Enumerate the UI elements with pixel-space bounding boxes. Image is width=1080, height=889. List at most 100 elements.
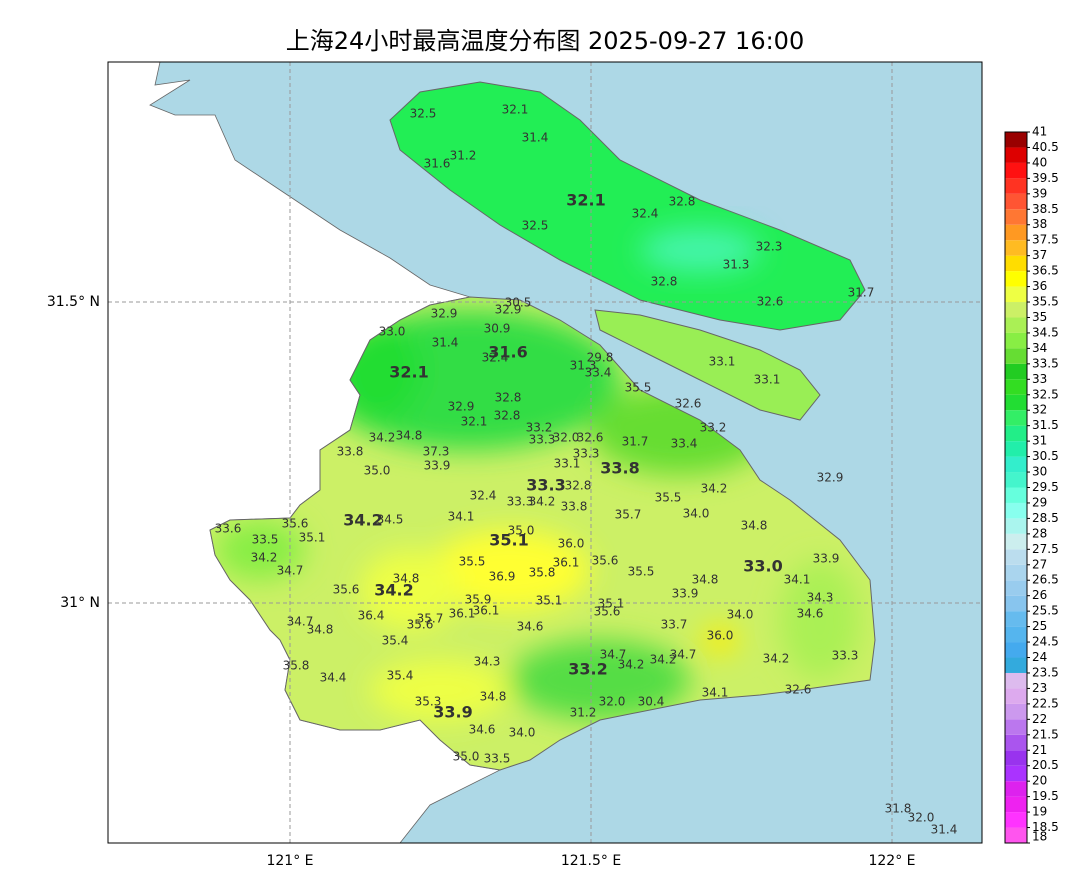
station-value: 34.6 bbox=[797, 607, 824, 621]
station-value: 32.6 bbox=[577, 431, 604, 445]
colorbar-swatch bbox=[1005, 147, 1027, 163]
colorbar-swatch bbox=[1005, 564, 1027, 581]
colorbar-swatch bbox=[1005, 425, 1027, 442]
station-value: 35.6 bbox=[594, 605, 621, 619]
colorbar-swatch bbox=[1005, 688, 1027, 704]
station-value: 33.8 bbox=[600, 459, 639, 478]
station-value: 36.4 bbox=[358, 609, 385, 623]
colorbar-label: 22 bbox=[1032, 712, 1047, 726]
station-value: 35.7 bbox=[615, 508, 642, 522]
station-value: 36.9 bbox=[489, 570, 516, 584]
colorbar-swatch bbox=[1005, 642, 1027, 658]
station-value: 34.0 bbox=[509, 726, 536, 740]
colorbar-label: 26.5 bbox=[1032, 573, 1059, 587]
station-value: 34.2 bbox=[650, 653, 677, 667]
station-value: 33.1 bbox=[709, 355, 736, 369]
colorbar-label: 35.5 bbox=[1032, 295, 1059, 309]
station-value: 34.1 bbox=[448, 510, 475, 524]
colorbar-swatch bbox=[1005, 394, 1027, 411]
station-value: 33.0 bbox=[379, 325, 406, 339]
station-value: 33.9 bbox=[433, 703, 472, 722]
station-value: 32.8 bbox=[651, 275, 678, 289]
station-value: 33.1 bbox=[554, 457, 581, 471]
station-value: 34.7 bbox=[277, 564, 304, 578]
colorbar-swatch bbox=[1005, 472, 1027, 488]
station-value: 34.7 bbox=[670, 648, 697, 662]
colorbar-label: 20 bbox=[1032, 774, 1047, 788]
colorbar-label: 39.5 bbox=[1032, 171, 1059, 185]
station-value: 33.9 bbox=[424, 459, 451, 473]
colorbar-swatch bbox=[1005, 611, 1027, 627]
station-value: 33.6 bbox=[215, 522, 242, 536]
colorbar-label: 31 bbox=[1032, 434, 1047, 448]
colorbar-label: 36 bbox=[1032, 279, 1047, 293]
station-value: 34.6 bbox=[469, 723, 496, 737]
station-value: 34.1 bbox=[784, 573, 811, 587]
station-value: 33.1 bbox=[754, 373, 781, 387]
colorbar-label: 30 bbox=[1032, 465, 1047, 479]
station-value: 35.1 bbox=[598, 597, 625, 611]
colorbar-label: 37 bbox=[1032, 248, 1047, 262]
colorbar-label: 40 bbox=[1032, 155, 1047, 169]
station-value: 32.8 bbox=[494, 409, 521, 423]
station-value: 35.0 bbox=[508, 524, 535, 538]
station-value: 30.9 bbox=[484, 322, 511, 336]
x-tick-label: 122° E bbox=[868, 853, 915, 869]
station-value: 34.8 bbox=[692, 573, 719, 587]
station-value: 31.4 bbox=[522, 131, 549, 145]
colorbar-swatch bbox=[1005, 672, 1027, 689]
station-value: 31.4 bbox=[931, 823, 958, 837]
station-value: 33.8 bbox=[561, 500, 588, 514]
station-value: 32.8 bbox=[669, 195, 696, 209]
station-value: 34.2 bbox=[251, 551, 278, 565]
station-value: 32.1 bbox=[389, 363, 428, 382]
colorbar-label: 28 bbox=[1032, 526, 1047, 540]
station-value: 31.3 bbox=[723, 258, 750, 272]
station-value: 33.8 bbox=[337, 445, 364, 459]
x-tick-label: 121° E bbox=[266, 853, 313, 869]
colorbar-label: 38.5 bbox=[1032, 202, 1059, 216]
station-value: 33.3 bbox=[832, 649, 859, 663]
colorbar-swatch bbox=[1005, 302, 1027, 318]
colorbar-label: 31.5 bbox=[1032, 418, 1059, 432]
colorbar-swatch bbox=[1005, 487, 1027, 503]
station-value: 35.5 bbox=[625, 381, 652, 395]
chongming-island bbox=[389, 81, 866, 331]
station-value: 34.2 bbox=[374, 581, 413, 600]
station-value: 33.5 bbox=[484, 752, 511, 766]
colorbar-swatch bbox=[1005, 240, 1027, 256]
colorbar-swatch bbox=[1005, 441, 1027, 457]
station-value: 35.6 bbox=[333, 583, 360, 597]
colorbar-swatch bbox=[1005, 162, 1027, 179]
colorbar-label: 40.5 bbox=[1032, 140, 1059, 154]
colorbar-swatch bbox=[1005, 379, 1027, 395]
station-value: 31.8 bbox=[885, 802, 912, 816]
y-tick-label: 31.5° N bbox=[47, 294, 100, 310]
colorbar-swatch bbox=[1005, 657, 1027, 673]
station-value: 34.2 bbox=[529, 495, 556, 509]
colorbar-label: 23 bbox=[1032, 681, 1047, 695]
colorbar-label: 24 bbox=[1032, 650, 1047, 664]
colorbar-label: 19.5 bbox=[1032, 789, 1059, 803]
station-value: 33.7 bbox=[661, 618, 688, 632]
colorbar-label: 18 bbox=[1032, 830, 1047, 844]
station-value: 33.3 bbox=[507, 495, 534, 509]
station-value: 35.8 bbox=[529, 566, 556, 580]
station-value: 35.1 bbox=[489, 531, 528, 550]
colorbar-label: 24.5 bbox=[1032, 635, 1059, 649]
station-value: 33.9 bbox=[672, 587, 699, 601]
station-value: 34.2 bbox=[701, 482, 728, 496]
station-value: 35.7 bbox=[417, 612, 444, 626]
station-value: 37.3 bbox=[423, 445, 450, 459]
station-value: 34.8 bbox=[307, 623, 334, 637]
station-value: 29.8 bbox=[587, 351, 614, 365]
colorbar-swatch bbox=[1005, 132, 1027, 148]
station-value: 35.5 bbox=[459, 555, 486, 569]
station-value: 34.2 bbox=[343, 511, 382, 530]
colorbar-label: 29.5 bbox=[1032, 480, 1059, 494]
station-value: 32.6 bbox=[785, 683, 812, 697]
colorbar-swatch bbox=[1005, 193, 1027, 210]
x-tick-label: 121.5° E bbox=[561, 853, 621, 869]
colorbar-swatch bbox=[1005, 595, 1027, 612]
colorbar-swatch bbox=[1005, 286, 1027, 303]
